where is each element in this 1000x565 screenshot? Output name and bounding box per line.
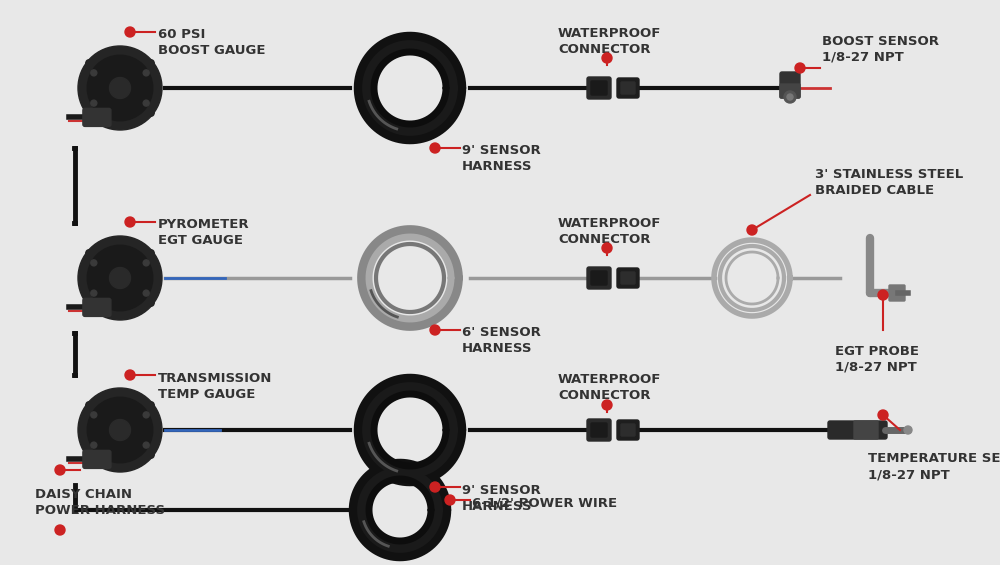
Circle shape — [430, 325, 440, 335]
Text: BOOST SENSOR
1/8-27 NPT: BOOST SENSOR 1/8-27 NPT — [822, 35, 939, 64]
Circle shape — [110, 267, 130, 289]
FancyBboxPatch shape — [621, 424, 635, 436]
Circle shape — [602, 400, 612, 410]
Circle shape — [91, 100, 97, 106]
Circle shape — [125, 217, 135, 227]
Text: WATERPROOF
CONNECTOR: WATERPROOF CONNECTOR — [558, 373, 661, 402]
Circle shape — [91, 442, 97, 448]
Circle shape — [602, 243, 612, 253]
Circle shape — [878, 290, 888, 300]
Circle shape — [143, 412, 149, 418]
Text: 6' SENSOR
HARNESS: 6' SENSOR HARNESS — [462, 326, 541, 355]
Circle shape — [91, 70, 97, 76]
Circle shape — [87, 245, 153, 311]
Text: EGT PROBE
1/8-27 NPT: EGT PROBE 1/8-27 NPT — [835, 345, 919, 374]
FancyBboxPatch shape — [617, 420, 639, 440]
Circle shape — [878, 410, 888, 420]
Text: TEMPERATURE SENSOR
1/8-27 NPT: TEMPERATURE SENSOR 1/8-27 NPT — [868, 452, 1000, 481]
Circle shape — [787, 94, 793, 100]
Circle shape — [55, 465, 65, 475]
FancyBboxPatch shape — [780, 72, 800, 98]
FancyBboxPatch shape — [621, 82, 635, 94]
FancyBboxPatch shape — [83, 450, 111, 468]
Circle shape — [110, 77, 130, 98]
Text: 6-1/2' POWER WIRE: 6-1/2' POWER WIRE — [472, 497, 617, 510]
FancyBboxPatch shape — [587, 267, 611, 289]
Circle shape — [143, 100, 149, 106]
FancyBboxPatch shape — [587, 419, 611, 441]
Circle shape — [91, 290, 97, 296]
FancyBboxPatch shape — [83, 298, 111, 316]
Text: 9' SENSOR
HARNESS: 9' SENSOR HARNESS — [462, 484, 541, 513]
Circle shape — [602, 53, 612, 63]
FancyBboxPatch shape — [86, 402, 154, 458]
Circle shape — [87, 55, 153, 121]
FancyBboxPatch shape — [86, 250, 154, 306]
FancyBboxPatch shape — [86, 60, 154, 116]
Text: 9' SENSOR
HARNESS: 9' SENSOR HARNESS — [462, 144, 541, 173]
Circle shape — [430, 482, 440, 492]
Text: 3' STAINLESS STEEL
BRAIDED CABLE: 3' STAINLESS STEEL BRAIDED CABLE — [815, 168, 963, 197]
Circle shape — [445, 495, 455, 505]
Circle shape — [87, 397, 153, 463]
Circle shape — [784, 91, 796, 103]
Circle shape — [143, 290, 149, 296]
Text: DAISY CHAIN
POWER HARNESS: DAISY CHAIN POWER HARNESS — [35, 488, 165, 517]
Circle shape — [904, 426, 912, 434]
Circle shape — [91, 412, 97, 418]
FancyBboxPatch shape — [889, 285, 905, 301]
Circle shape — [55, 525, 65, 535]
FancyBboxPatch shape — [587, 77, 611, 99]
Text: WATERPROOF
CONNECTOR: WATERPROOF CONNECTOR — [558, 217, 661, 246]
FancyBboxPatch shape — [591, 271, 607, 285]
Circle shape — [78, 388, 162, 472]
FancyBboxPatch shape — [617, 78, 639, 98]
Circle shape — [91, 260, 97, 266]
FancyBboxPatch shape — [83, 108, 111, 127]
Text: 60 PSI
BOOST GAUGE: 60 PSI BOOST GAUGE — [158, 28, 266, 57]
Circle shape — [430, 143, 440, 153]
Circle shape — [78, 236, 162, 320]
FancyBboxPatch shape — [780, 84, 800, 98]
Circle shape — [125, 27, 135, 37]
Circle shape — [143, 442, 149, 448]
FancyBboxPatch shape — [854, 421, 878, 439]
Circle shape — [125, 370, 135, 380]
Text: WATERPROOF
CONNECTOR: WATERPROOF CONNECTOR — [558, 27, 661, 56]
FancyBboxPatch shape — [617, 268, 639, 288]
Circle shape — [747, 225, 757, 235]
Circle shape — [110, 419, 130, 441]
Circle shape — [795, 63, 805, 73]
Circle shape — [143, 260, 149, 266]
Text: PYROMETER
EGT GAUGE: PYROMETER EGT GAUGE — [158, 218, 250, 247]
Circle shape — [78, 46, 162, 130]
Circle shape — [143, 70, 149, 76]
FancyBboxPatch shape — [591, 81, 607, 95]
FancyBboxPatch shape — [591, 423, 607, 437]
FancyBboxPatch shape — [621, 272, 635, 284]
FancyBboxPatch shape — [828, 421, 887, 439]
Text: TRANSMISSION
TEMP GAUGE: TRANSMISSION TEMP GAUGE — [158, 372, 272, 401]
